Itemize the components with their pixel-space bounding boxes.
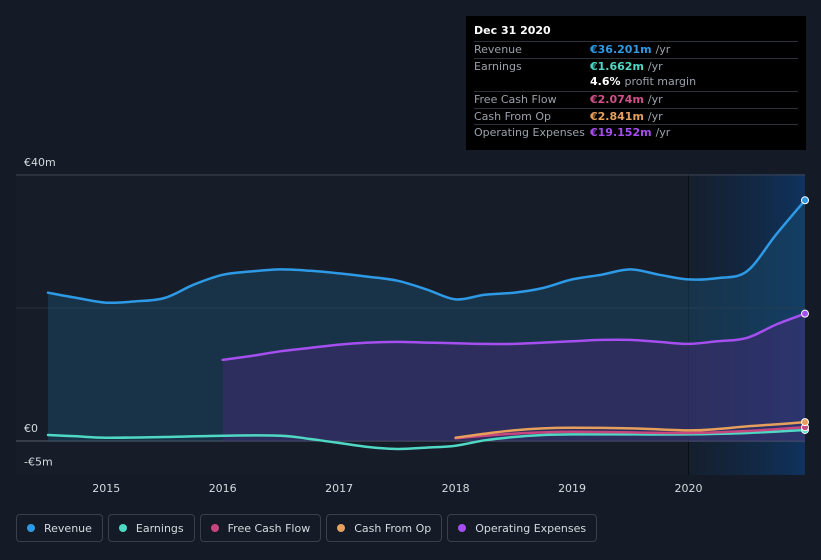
x-axis-tick-label: 2018 xyxy=(442,482,470,495)
legend-label: Cash From Op xyxy=(354,521,432,535)
tooltip-row-label: Revenue xyxy=(474,43,522,56)
tooltip-row-unit: /yr xyxy=(647,109,663,123)
tooltip-row-label: Free Cash Flow xyxy=(474,93,557,107)
financial-chart: €40m €0 -€5m 2015 2016 2017 2018 2019 2020 xyxy=(16,156,809,495)
tooltip-row-label: Earnings xyxy=(474,59,522,73)
legend-item-operating-expenses[interactable]: Operating Expenses xyxy=(447,514,598,542)
tooltip-row-unit: /yr xyxy=(647,59,663,73)
tooltip-row-value: €2.074m xyxy=(590,93,644,107)
tooltip-row-label: Operating Expenses xyxy=(474,126,585,140)
cash-from-op-line xyxy=(454,420,807,439)
tooltip-row-value: €19.152m xyxy=(590,126,652,140)
x-axis-tick-label: 2016 xyxy=(209,482,237,495)
legend-item-revenue[interactable]: Revenue xyxy=(16,514,103,542)
plot-background xyxy=(16,174,805,475)
tooltip-row: Operating Expenses €19.152m/yr xyxy=(474,124,798,141)
tooltip-row: Cash From Op €2.841m/yr xyxy=(474,107,798,125)
y-axis-tick-label: €0 xyxy=(24,422,38,435)
y-axis-tick-label: €40m xyxy=(24,156,56,169)
y-axis-tick-label: -€5m xyxy=(24,455,53,468)
operating-expenses-area xyxy=(222,313,805,441)
legend-item-earnings[interactable]: Earnings xyxy=(107,514,195,542)
tooltip-row-label: Cash From Op xyxy=(474,109,552,123)
legend-dot-icon xyxy=(337,524,346,532)
legend-item-cash-from-op[interactable]: Cash From Op xyxy=(326,514,443,542)
legend-label: Earnings xyxy=(135,521,184,535)
free-cash-flow-line xyxy=(454,425,807,440)
tooltip-row-label xyxy=(474,74,590,91)
tooltip-row-value: €1.662m xyxy=(590,59,644,73)
tooltip-row-unit: profit margin xyxy=(624,75,697,89)
x-axis-tick-label: 2015 xyxy=(92,482,120,495)
tooltip-row-unit: /yr xyxy=(655,43,671,56)
tooltip-row: 4.6% profit margin xyxy=(474,74,798,91)
tooltip-row: Free Cash Flow €2.074m/yr xyxy=(474,91,798,108)
legend-label: Revenue xyxy=(44,521,92,535)
legend-dot-icon xyxy=(118,524,127,532)
tooltip-row-value: 4.6% xyxy=(590,75,621,89)
cash-from-op-end-marker xyxy=(801,418,809,427)
legend-dot-icon xyxy=(27,524,35,532)
tooltip-row-unit: /yr xyxy=(655,126,671,140)
legend-item-free-cash-flow[interactable]: Free Cash Flow xyxy=(199,514,322,542)
legend-dot-icon xyxy=(210,524,219,532)
chart-legend: Revenue Earnings Free Cash Flow Cash From O… xyxy=(16,514,598,542)
legend-label: Free Cash Flow xyxy=(227,521,311,535)
tooltip-row-unit: /yr xyxy=(647,93,663,107)
tooltip-row: Earnings €1.662m/yr xyxy=(474,57,798,75)
legend-label: Operating Expenses xyxy=(475,521,587,535)
tooltip-row-value: €2.841m xyxy=(590,109,644,123)
tooltip-date: Dec 31 2020 xyxy=(474,24,551,37)
earnings-line xyxy=(46,428,807,451)
tooltip-row-value: €36.201m xyxy=(590,43,652,56)
revenue-end-marker xyxy=(801,196,809,205)
data-tooltip: Dec 31 2020 Revenue €36.201m/yr Earnings €1… xyxy=(466,16,806,150)
tooltip-row: Revenue €36.201m/yr xyxy=(474,41,798,58)
x-axis-tick-label: 2019 xyxy=(558,482,586,495)
x-axis-tick-label: 2017 xyxy=(325,482,353,495)
x-axis-tick-label: 2020 xyxy=(675,482,703,495)
operating-expenses-line xyxy=(221,312,807,362)
operating-expenses-end-marker xyxy=(801,309,809,318)
revenue-area xyxy=(48,200,805,441)
legend-dot-icon xyxy=(458,524,467,532)
revenue-line xyxy=(46,199,807,305)
